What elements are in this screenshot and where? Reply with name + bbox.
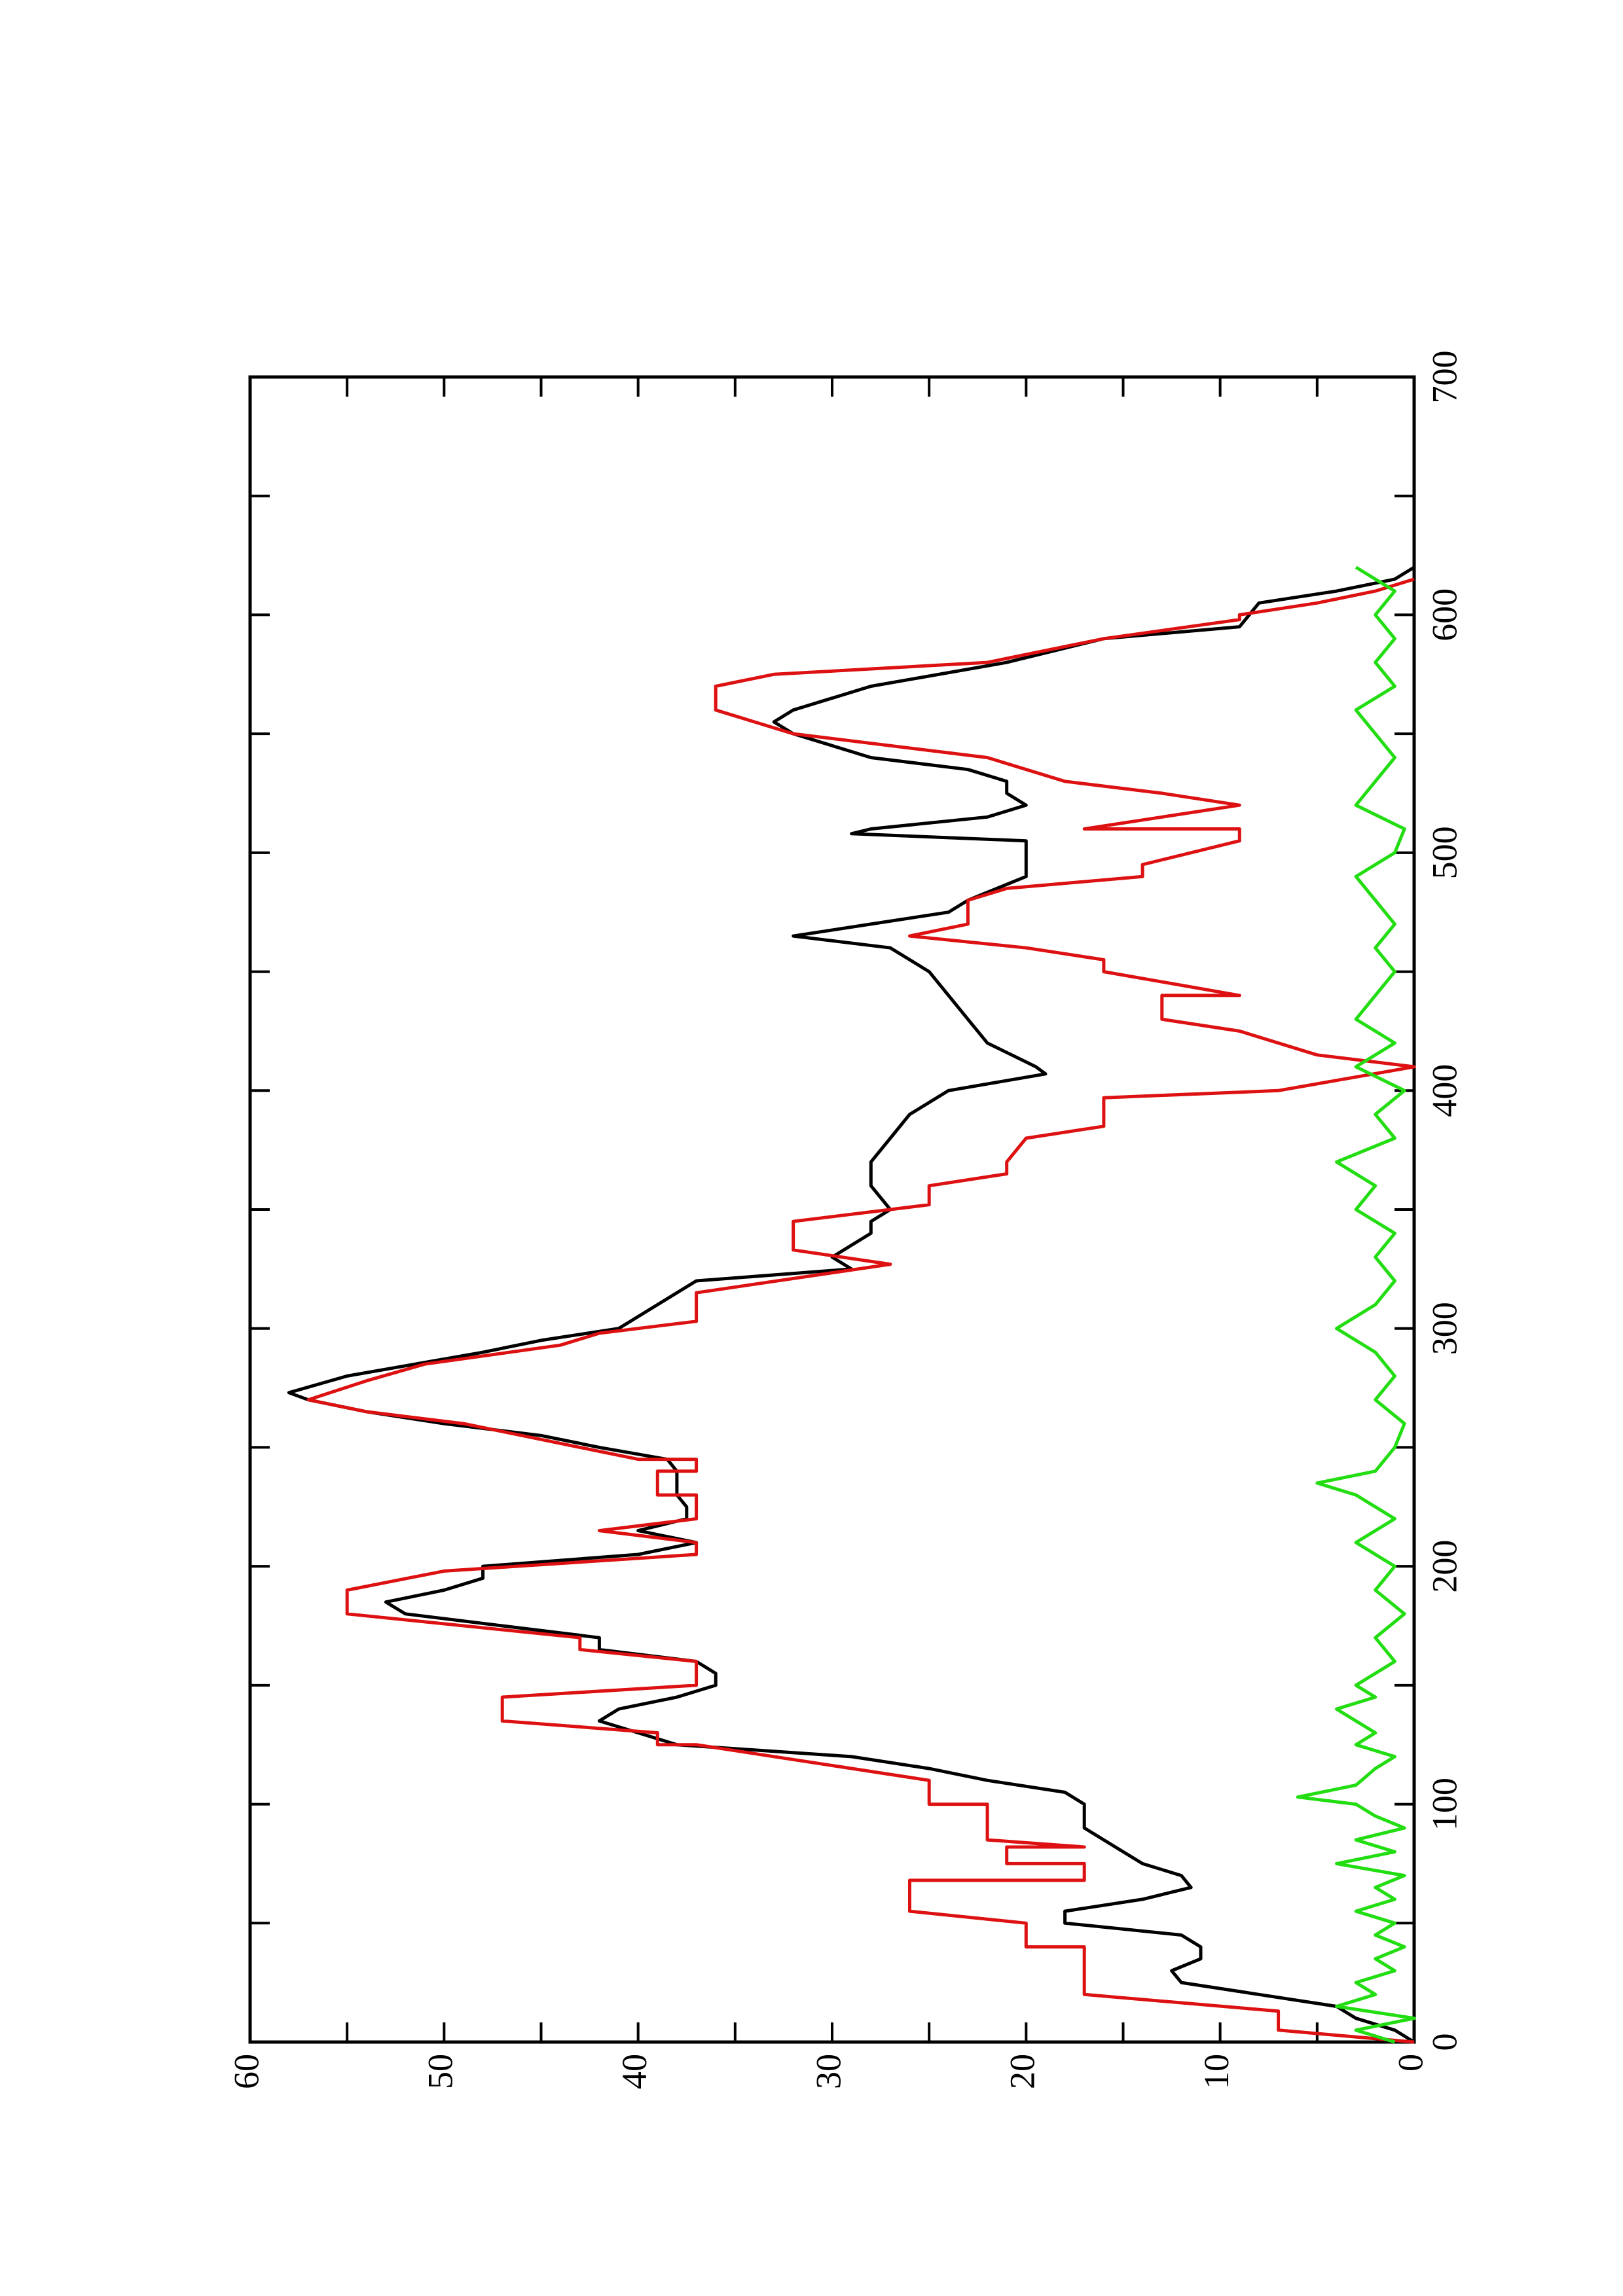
y-tick-label: 30 xyxy=(809,2054,848,2089)
x-tick-label: 700 xyxy=(1425,351,1464,404)
series-line xyxy=(287,565,1415,2044)
series-line xyxy=(306,577,1416,2044)
y-tick-label: 60 xyxy=(227,2054,266,2089)
y-tick-label: 10 xyxy=(1197,2054,1236,2089)
y-tick-label: 40 xyxy=(615,2054,654,2089)
x-tick-label: 600 xyxy=(1425,588,1464,641)
y-tick-label: 0 xyxy=(1391,2054,1430,2072)
x-tick-label: 300 xyxy=(1425,1302,1464,1355)
x-tick-label: 500 xyxy=(1425,826,1464,879)
y-tick-label: 50 xyxy=(421,2054,460,2089)
x-tick-label: 0 xyxy=(1425,2034,1464,2051)
series-line xyxy=(1296,565,1416,2044)
x-tick-label: 200 xyxy=(1425,1540,1464,1593)
x-tick-label: 100 xyxy=(1425,1778,1464,1831)
y-tick-label: 20 xyxy=(1003,2054,1042,2089)
x-tick-label: 400 xyxy=(1425,1064,1464,1117)
